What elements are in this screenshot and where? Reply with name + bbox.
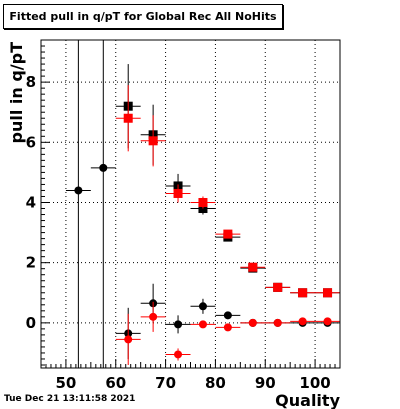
- x-axis-title: Quality: [275, 391, 340, 409]
- data-point: [190, 320, 216, 329]
- grid-lines: [41, 40, 340, 368]
- data-point: [165, 184, 191, 203]
- circle-marker: [323, 317, 332, 326]
- data-point: [190, 298, 216, 314]
- data-point: [65, 40, 91, 368]
- square-marker: [273, 282, 283, 292]
- data-point: [140, 115, 166, 167]
- data-point: [290, 317, 316, 326]
- circle-marker: [198, 320, 207, 329]
- data-point: [115, 85, 141, 152]
- plot-title-box: Fitted pull in q/pT for Global Rec All N…: [3, 4, 283, 29]
- data-point: [90, 40, 116, 368]
- square-marker: [123, 113, 133, 123]
- x-tick-label: 60: [105, 374, 126, 392]
- y-tick-label: 6: [26, 133, 36, 151]
- plot-title: Fitted pull in q/pT for Global Rec All N…: [9, 10, 277, 23]
- x-tick-label: 90: [255, 374, 276, 392]
- x-tick-label: 100: [299, 374, 330, 392]
- series-3: [115, 301, 340, 365]
- circle-marker: [248, 318, 257, 327]
- x-tick-label: 70: [155, 374, 176, 392]
- circle-marker: [174, 320, 183, 329]
- square-marker: [173, 188, 183, 198]
- data-point: [190, 196, 216, 209]
- circle-marker: [174, 350, 183, 359]
- data-point: [240, 318, 266, 327]
- data-point: [165, 315, 191, 334]
- axis-labels: 50 60 70 80 90 100 0 2 4 6 8: [26, 73, 331, 392]
- series-1: [115, 85, 340, 298]
- y-axis-title: pull in q/pT: [7, 42, 26, 144]
- data-point: [140, 301, 166, 332]
- circle-marker: [99, 163, 108, 172]
- plot-frame: [40, 39, 341, 369]
- data-point: [265, 318, 291, 327]
- data-point: [215, 229, 241, 239]
- axis-ticks: [40, 39, 341, 368]
- data-point: [315, 288, 340, 298]
- y-tick-label: 4: [26, 193, 36, 211]
- square-marker: [148, 136, 158, 146]
- circle-marker: [273, 318, 282, 327]
- y-tick-label: 0: [26, 314, 36, 332]
- square-marker: [198, 197, 208, 207]
- circle-marker: [74, 186, 83, 195]
- data-points: [65, 40, 340, 368]
- square-marker: [223, 229, 233, 239]
- square-marker: [298, 288, 308, 298]
- circle-marker: [149, 312, 158, 321]
- circle-marker: [298, 317, 307, 326]
- data-point: [265, 282, 291, 292]
- data-point: [240, 262, 266, 272]
- data-point: [315, 317, 340, 326]
- y-tick-label: 2: [26, 254, 36, 272]
- data-point: [215, 323, 241, 332]
- circle-marker: [124, 335, 133, 344]
- circle-marker: [223, 323, 232, 332]
- square-marker: [323, 288, 333, 298]
- x-tick-label: 80: [205, 374, 226, 392]
- square-marker: [248, 262, 258, 272]
- timestamp: Tue Dec 21 13:11:58 2021: [4, 394, 136, 404]
- data-point: [215, 311, 241, 320]
- data-point: [290, 288, 316, 298]
- x-tick-label: 50: [55, 374, 76, 392]
- data-point: [115, 313, 141, 365]
- circle-marker: [223, 311, 232, 320]
- circle-marker: [198, 302, 207, 311]
- data-point: [165, 348, 191, 361]
- y-tick-label: 8: [26, 73, 36, 91]
